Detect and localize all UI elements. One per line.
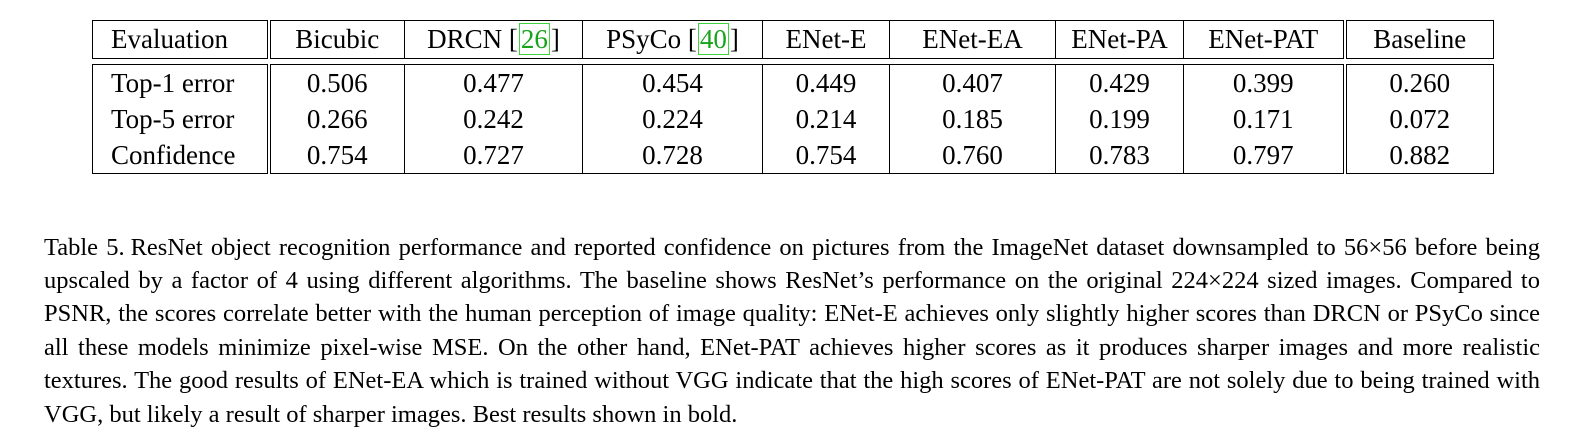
header-enet-pat: ENet-PAT bbox=[1183, 20, 1347, 59]
header-bicubic: Bicubic bbox=[268, 20, 405, 59]
cell: 0.185 bbox=[889, 101, 1056, 137]
cell: 0.429 bbox=[1055, 64, 1184, 101]
caption-text: ResNet object recognition performance an… bbox=[44, 233, 1540, 428]
table-row: Confidence 0.754 0.727 0.728 0.754 0.760… bbox=[92, 137, 1494, 174]
cell: 0.454 bbox=[582, 64, 763, 101]
best-cell: 0.797 bbox=[1183, 137, 1347, 174]
header-enet-pa: ENet-PA bbox=[1055, 20, 1184, 59]
header-evaluation: Evaluation bbox=[92, 20, 271, 59]
best-cell: 0.171 bbox=[1183, 101, 1347, 137]
cell: 0.477 bbox=[404, 64, 583, 101]
cell: 0.449 bbox=[762, 64, 890, 101]
cell: 0.783 bbox=[1055, 137, 1184, 174]
cell: 0.199 bbox=[1055, 101, 1184, 137]
cell: 0.407 bbox=[889, 64, 1056, 101]
row-label: Top-1 error bbox=[92, 64, 271, 101]
cell: 0.754 bbox=[268, 137, 405, 174]
header-drcn: DRCN [26] bbox=[404, 20, 583, 59]
header-psyco: PSyCo [40] bbox=[582, 20, 763, 59]
results-table: Evaluation Bicubic DRCN [26] PSyCo [40] … bbox=[92, 20, 1494, 174]
table-caption: Table 5. ResNet object recognition perfor… bbox=[44, 231, 1540, 431]
cell: 0.224 bbox=[582, 101, 763, 137]
cell: 0.754 bbox=[762, 137, 890, 174]
header-enet-e: ENet-E bbox=[762, 20, 890, 59]
citation-link-26[interactable]: 26 bbox=[518, 23, 550, 55]
header-baseline: Baseline bbox=[1344, 20, 1494, 59]
cell: 0.260 bbox=[1344, 64, 1494, 101]
cell: 0.266 bbox=[268, 101, 405, 137]
cell: 0.760 bbox=[889, 137, 1056, 174]
cell: 0.506 bbox=[268, 64, 405, 101]
row-label: Top-5 error bbox=[92, 101, 271, 137]
cell: 0.214 bbox=[762, 101, 890, 137]
cell: 0.727 bbox=[404, 137, 583, 174]
caption-label: Table 5. bbox=[44, 233, 125, 261]
table-row: Top-5 error 0.266 0.242 0.224 0.214 0.18… bbox=[92, 101, 1494, 137]
best-cell: 0.399 bbox=[1183, 64, 1347, 101]
cell: 0.882 bbox=[1344, 137, 1494, 174]
header-psyco-label: PSyCo bbox=[606, 24, 688, 54]
header-enet-ea: ENet-EA bbox=[889, 20, 1056, 59]
header-drcn-label: DRCN bbox=[427, 24, 509, 54]
row-label: Confidence bbox=[92, 137, 271, 174]
cell: 0.728 bbox=[582, 137, 763, 174]
cell: 0.242 bbox=[404, 101, 583, 137]
table-header-row: Evaluation Bicubic DRCN [26] PSyCo [40] … bbox=[92, 20, 1494, 59]
table-row: Top-1 error 0.506 0.477 0.454 0.449 0.40… bbox=[92, 64, 1494, 101]
header-spacer bbox=[92, 58, 1494, 65]
citation-link-40[interactable]: 40 bbox=[697, 23, 729, 55]
cell: 0.072 bbox=[1344, 101, 1494, 137]
